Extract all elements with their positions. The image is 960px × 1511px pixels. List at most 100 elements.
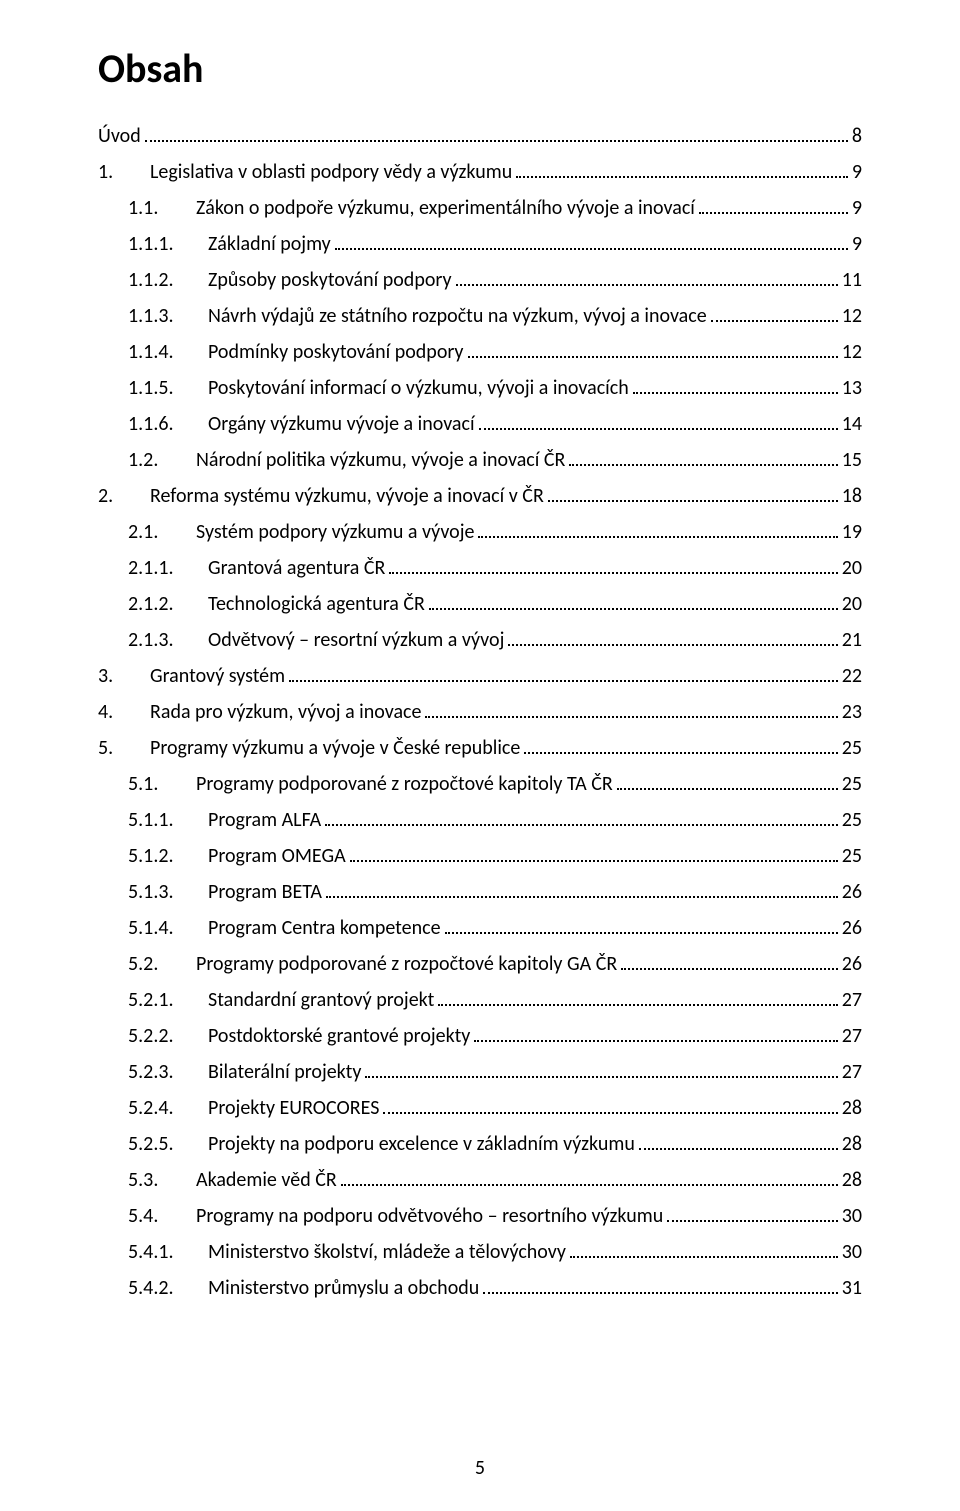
toc-entry-label: 5.2.1.Standardní grantový projekt [128, 986, 434, 1015]
toc-entry-label: 5.1.Programy podporované z rozpočtové ka… [128, 770, 613, 799]
toc-leader-dots [425, 716, 837, 718]
toc-entry-number: 5.2.4. [128, 1094, 208, 1123]
toc-entry-number: 5. [98, 734, 150, 763]
toc-leader-dots [325, 824, 838, 826]
toc-entry-page: 25 [842, 734, 862, 763]
toc-entry-label: 5.Programy výzkumu a vývoje v České repu… [98, 734, 520, 763]
toc-entry: 5.2.2.Postdoktorské grantové projekty 27 [98, 1022, 862, 1051]
toc-leader-dots [474, 1040, 837, 1042]
toc-entry-number: 3. [98, 662, 150, 691]
toc-entry-number: 1. [98, 158, 150, 187]
toc-leader-dots [524, 752, 837, 754]
toc-entry: 5.2.4.Projekty EUROCORES 28 [98, 1094, 862, 1123]
toc-leader-dots [145, 140, 848, 142]
toc-entry: 2.1.1.Grantová agentura ČR 20 [98, 554, 862, 583]
toc-entry-page: 20 [842, 590, 862, 619]
toc-entry-number: 5.4. [128, 1202, 196, 1231]
toc-entry-number: 1.1.4. [128, 338, 208, 367]
toc-leader-dots [633, 392, 838, 394]
toc-entry-page: 27 [842, 986, 862, 1015]
toc-entry-text: Návrh výdajů ze státního rozpočtu na výz… [208, 304, 707, 328]
toc-entry: 2.1.3.Odvětvový – resortní výzkum a vývo… [98, 626, 862, 655]
toc-entry-page: 31 [842, 1274, 862, 1303]
toc-entry-text: Programy na podporu odvětvového – resort… [196, 1204, 663, 1228]
toc-entry: 1.1.4.Podmínky poskytování podpory 12 [98, 338, 862, 367]
toc-entry: 1.1.6.Orgány výzkumu vývoje a inovací 14 [98, 410, 862, 439]
toc-entry-number: 5.1.4. [128, 914, 208, 943]
toc-entry: 4.Rada pro výzkum, vývoj a inovace 23 [98, 698, 862, 727]
toc-entry-number: 1.1.1. [128, 230, 208, 259]
toc-entry-label: 1.2.Národní politika výzkumu, vývoje a i… [128, 446, 565, 475]
toc-entry-label: 1.1.5.Poskytování informací o výzkumu, v… [128, 374, 629, 403]
toc-entry-label: 5.4.1.Ministerstvo školství, mládeže a t… [128, 1238, 566, 1267]
toc-entry-page: 27 [842, 1022, 862, 1051]
toc-entry-label: 4.Rada pro výzkum, vývoj a inovace [98, 698, 421, 727]
toc-entry-label: 5.1.2.Program OMEGA [128, 842, 346, 871]
toc-entry-page: 12 [842, 302, 862, 331]
toc-leader-dots [438, 1004, 837, 1006]
toc-entry-label: 1.1.3.Návrh výdajů ze státního rozpočtu … [128, 302, 707, 331]
toc-entry-text: Národní politika výzkumu, vývoje a inova… [196, 448, 565, 472]
toc-entry-number: 1.2. [128, 446, 196, 475]
toc-entry-page: 13 [842, 374, 862, 403]
toc-entry-text: Odvětvový – resortní výzkum a vývoj [208, 628, 504, 652]
toc-leader-dots [639, 1148, 838, 1150]
toc-entry-number: 5.2.3. [128, 1058, 208, 1087]
toc-entry: 3.Grantový systém 22 [98, 662, 862, 691]
toc-leader-dots [341, 1184, 838, 1186]
toc-entry-page: 23 [842, 698, 862, 727]
toc-entry-page: 11 [842, 266, 862, 295]
toc-entry-text: Reforma systému výzkumu, vývoje a inovac… [150, 484, 544, 508]
toc-entry: 5.2.Programy podporované z rozpočtové ka… [98, 950, 862, 979]
toc-entry-label: 1.1.Zákon o podpoře výzkumu, experimentá… [128, 194, 695, 223]
toc-entry-label: 5.2.5.Projekty na podporu excelence v zá… [128, 1130, 635, 1159]
toc-entry: 5.1.4.Program Centra kompetence 26 [98, 914, 862, 943]
toc-entry-label: 5.1.1.Program ALFA [128, 806, 321, 835]
toc-entry-text: Ministerstvo průmyslu a obchodu [208, 1276, 479, 1300]
toc-entry: 5.1.Programy podporované z rozpočtové ka… [98, 770, 862, 799]
toc-entry: 2.1.Systém podpory výzkumu a vývoje 19 [98, 518, 862, 547]
toc-entry-number: 1.1.3. [128, 302, 208, 331]
toc-entry-page: 9 [852, 158, 862, 187]
toc-entry-text: Zákon o podpoře výzkumu, experimentálníh… [196, 196, 695, 220]
toc-entry: 2.1.2.Technologická agentura ČR 20 [98, 590, 862, 619]
toc-entry-number: 5.1.1. [128, 806, 208, 835]
toc-entry: 5.Programy výzkumu a vývoje v České repu… [98, 734, 862, 763]
toc-entry-text: Akademie věd ČR [196, 1168, 337, 1192]
toc-entry: 5.4.Programy na podporu odvětvového – re… [98, 1202, 862, 1231]
toc-entry-text: Programy výzkumu a vývoje v České republ… [150, 736, 520, 760]
toc-entry-text: Ministerstvo školství, mládeže a tělovýc… [208, 1240, 566, 1264]
toc-leader-dots [621, 968, 838, 970]
toc-entry-page: 21 [842, 626, 862, 655]
toc-entry-text: Program ALFA [208, 808, 321, 832]
toc-entry: Úvod 8 [98, 122, 862, 151]
toc-entry-number: 2.1.2. [128, 590, 208, 619]
toc-entry-text: Projekty EUROCORES [208, 1096, 379, 1120]
toc-entry-page: 20 [842, 554, 862, 583]
toc-entry-label: 5.3.Akademie věd ČR [128, 1166, 337, 1195]
toc-entry-number: 5.1.2. [128, 842, 208, 871]
toc-leader-dots [326, 896, 838, 898]
toc-entry-number: 5.3. [128, 1166, 196, 1195]
toc-entry-number: 5.2.5. [128, 1130, 208, 1159]
toc-leader-dots [350, 860, 838, 862]
toc-leader-dots [389, 572, 837, 574]
toc-entry: 5.2.1.Standardní grantový projekt 27 [98, 986, 862, 1015]
toc-entry-text: Rada pro výzkum, vývoj a inovace [150, 700, 421, 724]
toc-entry-label: 1.1.2.Způsoby poskytování podpory [128, 266, 452, 295]
toc-entry-number: 1.1.2. [128, 266, 208, 295]
toc-entry-label: 5.1.3.Program BETA [128, 878, 322, 907]
toc-entry-page: 14 [842, 410, 862, 439]
toc-leader-dots [508, 644, 837, 646]
toc-entry-page: 19 [842, 518, 862, 547]
toc-leader-dots [699, 212, 848, 214]
toc-entry-label: 5.2.2.Postdoktorské grantové projekty [128, 1022, 470, 1051]
toc-entry-page: 9 [852, 194, 862, 223]
toc-entry-text: Programy podporované z rozpočtové kapito… [196, 772, 613, 796]
toc-entry-page: 28 [842, 1130, 862, 1159]
toc-leader-dots [456, 284, 838, 286]
toc-leader-dots [483, 1292, 837, 1294]
toc-entry-text: Legislativa v oblasti podpory vědy a výz… [150, 160, 512, 184]
toc-leader-dots [548, 500, 838, 502]
toc-entry-text: Grantový systém [150, 664, 285, 688]
